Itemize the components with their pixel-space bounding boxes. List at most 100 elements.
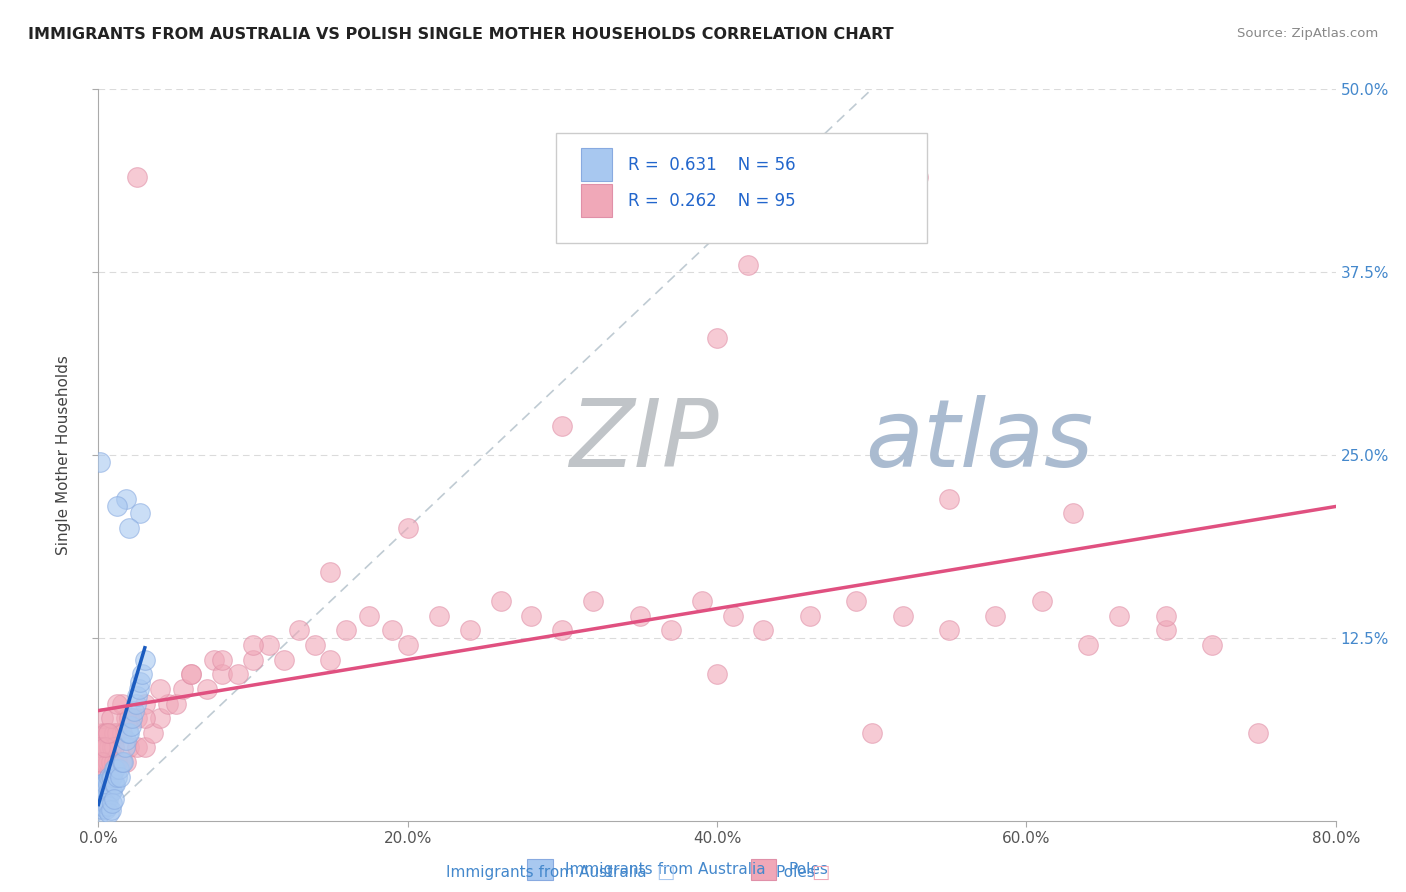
Point [628, 608, 651, 623]
Point [93, 726, 115, 740]
Point [128, 681, 150, 696]
Point [90, 784, 112, 798]
Point [90, 740, 112, 755]
Point [98, 770, 121, 784]
Point [105, 755, 128, 769]
Point [93, 784, 115, 798]
Point [1154, 624, 1177, 638]
Point [91, 770, 114, 784]
Point [93, 755, 115, 769]
Point [100, 784, 122, 798]
Point [91, 777, 114, 791]
Point [938, 624, 960, 638]
Text: Source: ZipAtlas.com: Source: ZipAtlas.com [1237, 27, 1378, 40]
Point [101, 740, 124, 755]
Point [706, 331, 728, 345]
Point [1077, 638, 1099, 652]
Point [690, 594, 713, 608]
Point [103, 791, 125, 805]
Point [104, 777, 127, 791]
Point [90, 755, 112, 769]
Point [121, 711, 143, 725]
Point [111, 697, 134, 711]
Point [551, 418, 574, 433]
Point [131, 667, 153, 681]
Text: ZIP: ZIP [568, 395, 718, 486]
Point [257, 638, 280, 652]
Text: Poles: Poles [776, 865, 815, 880]
Point [118, 521, 141, 535]
Text: R =  0.631    N = 56: R = 0.631 N = 56 [628, 155, 796, 174]
Point [105, 770, 128, 784]
Point [304, 638, 326, 652]
Point [101, 796, 124, 810]
Point [93, 791, 115, 805]
Point [117, 726, 139, 740]
Y-axis label: Single Mother Households: Single Mother Households [56, 355, 72, 555]
Point [111, 726, 134, 740]
Point [211, 667, 233, 681]
Point [90, 755, 112, 769]
Point [180, 667, 202, 681]
Point [1062, 507, 1084, 521]
Point [127, 740, 149, 755]
Point [90, 726, 112, 740]
Point [115, 491, 138, 506]
Point [96, 777, 118, 791]
Point [98, 770, 121, 784]
Point [458, 624, 481, 638]
Point [89, 777, 111, 791]
Point [105, 499, 128, 513]
Point [101, 784, 124, 798]
Point [100, 770, 122, 784]
Point [551, 624, 574, 638]
Point [1108, 608, 1130, 623]
Point [93, 777, 115, 791]
Point [103, 740, 125, 755]
Point [89, 770, 111, 784]
Point [89, 791, 111, 805]
Point [103, 763, 125, 777]
Point [114, 740, 136, 755]
Point [115, 711, 138, 725]
Point [98, 740, 121, 755]
Point [96, 802, 118, 816]
Point [134, 711, 156, 725]
Point [180, 667, 202, 681]
Point [97, 726, 120, 740]
Point [96, 784, 118, 798]
Point [134, 697, 156, 711]
Point [721, 608, 744, 623]
Point [93, 740, 115, 755]
Point [127, 169, 149, 184]
Point [149, 711, 172, 725]
Point [91, 784, 114, 798]
Point [1201, 638, 1223, 652]
Point [121, 711, 143, 725]
Point [120, 718, 142, 732]
Point [860, 726, 883, 740]
Point [118, 726, 141, 740]
Point [582, 594, 605, 608]
Point [89, 755, 111, 769]
Point [242, 638, 264, 652]
Point [96, 740, 118, 755]
Point [90, 777, 112, 791]
Point [93, 796, 115, 810]
Point [100, 804, 122, 818]
Point [90, 802, 112, 816]
Point [103, 755, 125, 769]
Point [100, 711, 122, 725]
Point [134, 653, 156, 667]
Point [195, 681, 218, 696]
Point [319, 565, 342, 579]
Text: R =  0.262    N = 95: R = 0.262 N = 95 [628, 192, 796, 211]
Point [91, 740, 114, 755]
Point [737, 258, 759, 272]
Text: Poles: Poles [789, 863, 828, 877]
Point [104, 763, 127, 777]
Point [335, 624, 357, 638]
FancyBboxPatch shape [527, 859, 553, 880]
Text: □: □ [811, 863, 830, 882]
FancyBboxPatch shape [581, 185, 612, 218]
